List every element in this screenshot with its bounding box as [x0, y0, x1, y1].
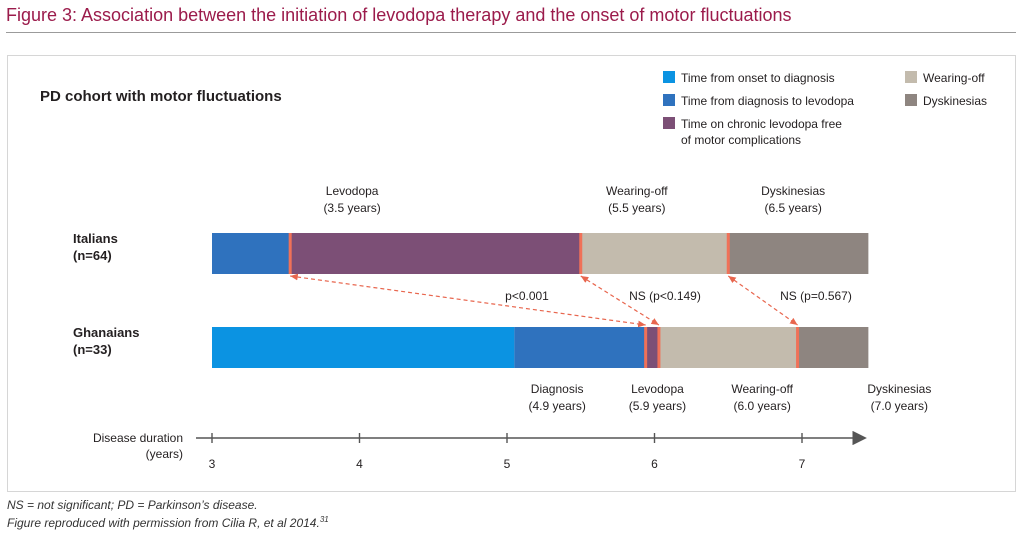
- x-axis-tick-label-3: 3: [209, 457, 216, 471]
- legend-swatch-time-from-onset-to-diagnosis: [663, 71, 675, 83]
- legend-label-time-on-chronic-levodopa-free-line-2: of motor complications: [681, 133, 801, 147]
- x-axis-title-line-1: Disease duration: [93, 431, 183, 445]
- bar-segment-ghanaians-3: [645, 327, 659, 368]
- legend-swatch-time-on-chronic-levodopa-free: [663, 117, 675, 129]
- bar-segment-italians-4: [728, 233, 869, 274]
- bar-segment-italians-2: [290, 233, 581, 274]
- x-axis-tick-label-5: 5: [504, 457, 511, 471]
- annotation-italians-3-line-1: Dyskinesias: [761, 184, 825, 198]
- comparison-label-3: NS (p=0.567): [780, 289, 852, 303]
- annotation-ghanaians-2-line-1: Levodopa: [631, 382, 684, 396]
- event-marker-italians-2: [579, 233, 583, 274]
- annotation-italians-2-line-2: (5.5 years): [608, 201, 665, 215]
- annotation-italians-2-line-1: Wearing-off: [606, 184, 668, 198]
- chart-title: PD cohort with motor fluctuations: [40, 88, 282, 105]
- bar-segment-italians-3: [580, 233, 729, 274]
- bar-segment-ghanaians-4: [658, 327, 798, 368]
- event-marker-italians-3: [726, 233, 730, 274]
- footnote-source-text: Figure reproduced with permission from C…: [7, 516, 320, 530]
- row-label-ghanaians-line-2: (n=33): [73, 342, 112, 357]
- x-axis-tick-label-4: 4: [356, 457, 363, 471]
- legend-swatch-wearing-off: [905, 71, 917, 83]
- x-axis-tick-label-6: 6: [651, 457, 658, 471]
- title-divider: [6, 32, 1016, 33]
- figure-title: Figure 3: Association between the initia…: [6, 5, 792, 25]
- bar-segment-ghanaians-5: [797, 327, 869, 368]
- annotation-ghanaians-3-line-1: Wearing-off: [731, 382, 793, 396]
- legend-label-wearing-off-line-1: Wearing-off: [923, 71, 985, 85]
- footnote-reference: 31: [319, 515, 329, 524]
- x-axis-tick-label-7: 7: [799, 457, 806, 471]
- event-marker-ghanaians-3: [796, 327, 800, 368]
- annotation-ghanaians-4-line-1: Dyskinesias: [867, 382, 931, 396]
- legend-swatch-dyskinesias: [905, 94, 917, 106]
- comparison-label-2: NS (p<0.149): [629, 289, 701, 303]
- row-label-italians-line-2: (n=64): [73, 248, 112, 263]
- annotation-ghanaians-1-line-2: (4.9 years): [528, 399, 585, 413]
- event-marker-ghanaians-1: [644, 327, 648, 368]
- bar-segment-ghanaians-1: [212, 327, 515, 368]
- legend-label-time-from-diagnosis-to-levodopa-line-1: Time from diagnosis to levodopa: [681, 94, 854, 108]
- legend-swatch-time-from-diagnosis-to-levodopa: [663, 94, 675, 106]
- comparison-label-1: p<0.001: [505, 289, 549, 303]
- annotation-ghanaians-2-line-2: (5.9 years): [629, 399, 686, 413]
- row-label-italians-line-1: Italians: [73, 231, 118, 246]
- row-label-ghanaians-line-1: Ghanaians: [73, 325, 139, 340]
- annotation-ghanaians-4-line-2: (7.0 years): [871, 399, 928, 413]
- footnote-abbreviations: NS = not significant; PD = Parkinson’s d…: [7, 498, 258, 512]
- x-axis-title-line-2: (years): [146, 447, 183, 461]
- footnote-source: Figure reproduced with permission from C…: [7, 515, 329, 530]
- legend-label-dyskinesias-line-1: Dyskinesias: [923, 94, 987, 108]
- comparison-arrow-3: [727, 275, 798, 326]
- event-marker-ghanaians-2: [657, 327, 661, 368]
- annotation-italians-1-line-2: (3.5 years): [323, 201, 380, 215]
- annotation-italians-1-line-1: Levodopa: [326, 184, 379, 198]
- legend-label-time-from-onset-to-diagnosis-line-1: Time from onset to diagnosis: [681, 71, 835, 85]
- comparison-arrow-2: [580, 275, 660, 326]
- annotation-italians-3-line-2: (6.5 years): [764, 201, 821, 215]
- event-marker-italians-1: [288, 233, 292, 274]
- bar-segment-ghanaians-2: [514, 327, 646, 368]
- legend-label-time-on-chronic-levodopa-free-line-1: Time on chronic levodopa free: [681, 117, 842, 131]
- bar-segment-italians-1: [212, 233, 291, 274]
- comparison-arrow-1: [290, 273, 646, 328]
- annotation-ghanaians-3-line-2: (6.0 years): [733, 399, 790, 413]
- annotation-ghanaians-1-line-1: Diagnosis: [531, 382, 584, 396]
